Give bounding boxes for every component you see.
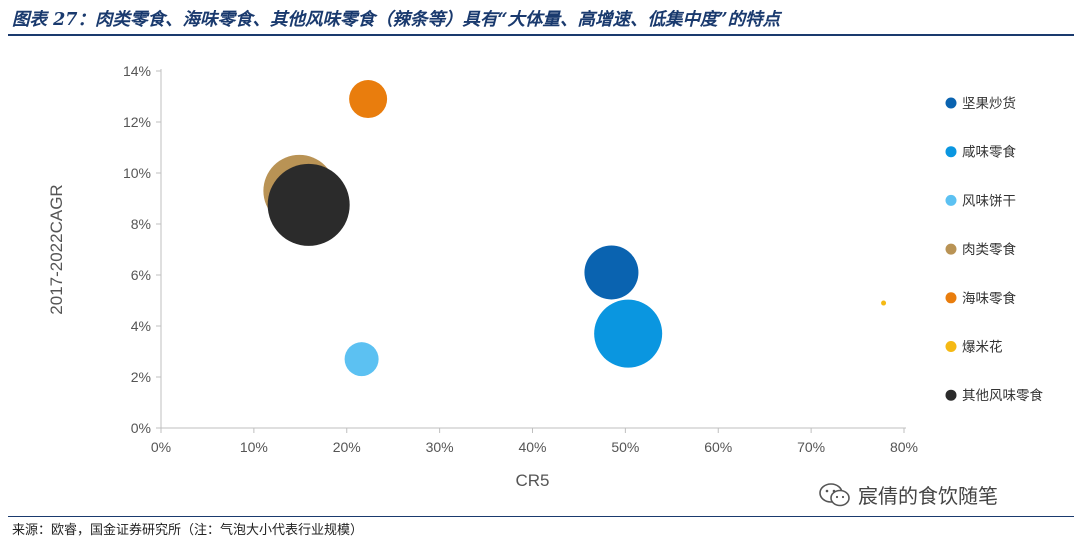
y-tick-label: 10% <box>123 165 151 181</box>
y-tick-label: 4% <box>131 318 151 334</box>
bubble-point <box>344 342 379 377</box>
y-tick-label: 14% <box>123 63 151 79</box>
bubble-point <box>584 245 639 300</box>
legend-marker <box>945 97 957 109</box>
watermark-text: 宸倩的食饮随笔 <box>858 484 998 508</box>
x-tick-label: 20% <box>333 439 361 455</box>
bubble-point <box>267 163 350 246</box>
watermark: 宸倩的食饮随笔 <box>818 480 998 509</box>
x-tick-label: 60% <box>704 439 732 455</box>
legend-marker <box>945 194 957 206</box>
legend-label: 坚果炒货 <box>962 95 1016 112</box>
y-tick-label: 12% <box>123 114 151 130</box>
y-tick-label: 6% <box>131 267 151 283</box>
footer-divider <box>8 516 1074 517</box>
legend-label: 其他风味零食 <box>962 387 1043 404</box>
tick-labels: 0% 10% 20% 30% 40% 50% 60% 70% 80% 0% 2% 4% 6% 8% 10% 1… <box>123 63 918 455</box>
y-axis-label: 2017-2022CAGR <box>47 184 66 314</box>
chart-axes <box>156 69 906 433</box>
y-tick-label: 8% <box>131 216 151 232</box>
legend-marker <box>945 243 957 255</box>
legend-label: 肉类零食 <box>962 241 1016 258</box>
legend-marker <box>945 292 957 304</box>
legend-label: 爆米花 <box>962 340 1003 356</box>
x-axis-label: CR5 <box>515 471 549 490</box>
legend-label: 海味零食 <box>962 290 1016 307</box>
legend-label: 风味饼干 <box>962 193 1016 209</box>
x-tick-label: 30% <box>426 439 454 455</box>
bubble-chart: 0% 10% 20% 30% 40% 50% 60% 70% 80% 0% 2% 4% 6% 8% 10% 1… <box>47 63 1043 490</box>
legend-marker <box>945 341 957 352</box>
bubble-point <box>349 80 388 119</box>
y-tick-label: 2% <box>131 369 151 385</box>
x-tick-label: 50% <box>611 439 639 455</box>
y-tick-label: 0% <box>131 420 151 436</box>
bubble-point <box>881 300 887 306</box>
wechat-icon <box>819 482 850 506</box>
chart-title: 图表 27：肉类零食、海味零食、其他风味零食（辣条等）具有“大体量、高增速、低集… <box>12 10 781 30</box>
legend-marker <box>945 389 957 401</box>
source-note: 来源：欧睿，国金证券研究所（注：气泡大小代表行业规模） <box>12 523 364 538</box>
x-tick-label: 70% <box>797 439 825 455</box>
x-tick-label: 40% <box>518 439 546 455</box>
bubble-series <box>263 80 887 377</box>
legend-label: 咸味零食 <box>962 144 1016 161</box>
bubble-point <box>594 299 663 368</box>
title-divider <box>8 34 1074 36</box>
x-tick-label: 80% <box>890 439 918 455</box>
legend-marker <box>945 146 957 158</box>
x-tick-label: 0% <box>151 439 171 455</box>
x-tick-label: 10% <box>240 439 268 455</box>
